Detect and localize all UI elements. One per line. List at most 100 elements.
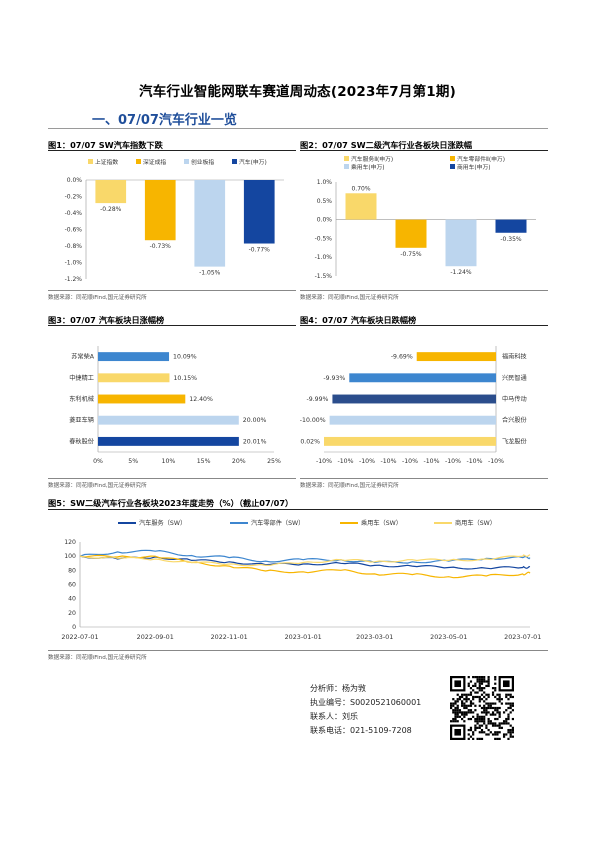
legend-label: 汽车服务（SW）	[139, 519, 186, 527]
category-label: 春秋股份	[69, 437, 95, 445]
qr-module	[469, 726, 473, 729]
qr-module	[496, 724, 499, 727]
qr-module	[507, 698, 510, 701]
qr-module	[491, 687, 495, 690]
qr-module	[478, 682, 481, 685]
qr-module	[458, 715, 462, 718]
qr-module	[498, 722, 501, 725]
qr-module	[469, 687, 473, 690]
qr-module	[483, 680, 486, 683]
qr-module	[463, 693, 466, 696]
qr-module	[461, 711, 464, 714]
qr-module	[511, 731, 514, 734]
qr-module	[467, 684, 470, 688]
qr-module	[469, 709, 473, 712]
qr-module	[469, 693, 473, 696]
x-tick-label: 0%	[93, 458, 103, 465]
category-label: 合兴股份	[502, 416, 528, 424]
qr-module	[494, 731, 497, 734]
legend-swatch	[450, 156, 455, 161]
qr-module	[454, 715, 457, 718]
qr-module	[483, 704, 486, 707]
analyst-phone: 联系电话：021-5109-7208	[310, 726, 412, 735]
data-label: -0.77%	[249, 247, 271, 254]
qr-module	[469, 717, 473, 721]
qr-module	[485, 711, 488, 714]
qr-module	[509, 695, 512, 699]
qr-module	[478, 731, 481, 734]
qr-module	[456, 693, 459, 696]
qr-module	[472, 695, 475, 699]
qr-module	[483, 700, 486, 703]
qr-module	[480, 687, 484, 690]
qr-module	[469, 700, 473, 703]
x-tick-label: -10%	[445, 458, 461, 465]
qr-module	[485, 724, 488, 727]
y-tick-label: 80	[68, 567, 76, 574]
qr-module	[474, 724, 477, 727]
qr-module	[476, 691, 479, 694]
qr-module	[494, 737, 497, 740]
bar	[416, 352, 496, 362]
qr-module	[483, 717, 486, 721]
qr-module	[505, 709, 508, 712]
x-tick-label: -10%	[402, 458, 418, 465]
qr-module	[507, 717, 510, 721]
qr-module	[461, 702, 464, 705]
qr-module	[461, 717, 464, 721]
y-tick-label: -1.5%	[315, 273, 333, 280]
y-tick-label: 0.0%	[67, 177, 83, 184]
qr-module	[465, 704, 468, 707]
qr-module	[474, 704, 477, 707]
fig1-source: 数据来源：同花顺iFind,国元证券研究所	[48, 295, 147, 301]
category-label: 中马传动	[502, 395, 527, 403]
legend-label: 汽车零部件Ⅱ(申万)	[457, 155, 505, 163]
qr-module	[487, 720, 490, 723]
qr-module	[494, 676, 497, 679]
qr-module	[478, 689, 481, 692]
x-tick-label: 2023-03-01	[356, 633, 393, 641]
qr-module	[491, 691, 495, 694]
qr-module	[487, 706, 490, 710]
data-label: -9.69%	[391, 354, 413, 361]
qr-module	[454, 717, 457, 721]
legend-label: 商用车(申万)	[457, 163, 491, 171]
fig5-title: 图5：SW二级汽车行业各板块2023年度走势（%）（截止07/07）	[48, 498, 294, 508]
qr-module	[487, 693, 490, 696]
qr-module	[487, 682, 490, 685]
qr-module	[494, 724, 497, 727]
qr-module	[498, 726, 501, 729]
data-label: 0.70%	[351, 185, 370, 192]
qr-module	[485, 709, 488, 712]
qr-module	[487, 733, 490, 736]
qr-module	[478, 726, 481, 729]
bar	[243, 180, 275, 244]
qr-module	[487, 717, 490, 721]
qr-module	[467, 711, 470, 714]
qr-module	[461, 704, 464, 707]
qr-module	[452, 717, 455, 721]
qr-module	[498, 724, 501, 727]
qr-module	[485, 726, 488, 729]
bar	[98, 415, 239, 425]
qr-module	[511, 726, 514, 729]
qr-module	[476, 687, 479, 690]
x-tick-label: -10%	[338, 458, 354, 465]
qr-module	[474, 691, 477, 694]
qr-module	[472, 689, 475, 692]
qr-module	[505, 702, 508, 705]
qr-module	[461, 713, 464, 716]
x-tick-label: -10%	[424, 458, 440, 465]
qr-module	[472, 702, 475, 705]
bar	[98, 373, 170, 383]
qr-module	[505, 722, 508, 725]
qr-module	[498, 700, 501, 703]
qr-module	[509, 706, 512, 710]
y-tick-label: -0.2%	[65, 194, 83, 201]
qr-module	[483, 709, 486, 712]
y-tick-label: 40	[68, 596, 76, 603]
qr-module	[511, 704, 514, 707]
bar	[345, 193, 377, 220]
qr-module	[496, 737, 499, 740]
qr-module	[478, 678, 481, 681]
